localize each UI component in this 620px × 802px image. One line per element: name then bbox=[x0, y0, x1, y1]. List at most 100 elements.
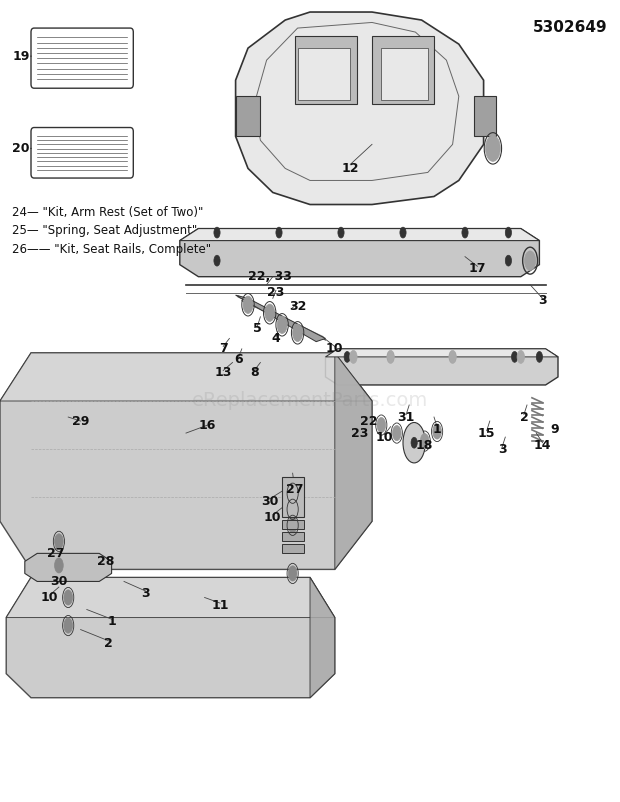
Text: 10: 10 bbox=[41, 591, 58, 604]
Text: 6: 6 bbox=[234, 353, 243, 366]
Text: 10: 10 bbox=[376, 431, 393, 444]
Text: eReplacementParts.com: eReplacementParts.com bbox=[192, 391, 428, 411]
Text: 2: 2 bbox=[520, 411, 528, 423]
Text: 9: 9 bbox=[551, 423, 559, 435]
Ellipse shape bbox=[462, 227, 468, 238]
Ellipse shape bbox=[512, 351, 518, 363]
FancyBboxPatch shape bbox=[31, 128, 133, 178]
Ellipse shape bbox=[392, 426, 401, 440]
Ellipse shape bbox=[536, 351, 542, 363]
Ellipse shape bbox=[344, 351, 350, 363]
Polygon shape bbox=[180, 229, 539, 277]
Text: 10: 10 bbox=[326, 342, 343, 355]
Polygon shape bbox=[294, 36, 356, 104]
Polygon shape bbox=[335, 353, 372, 569]
Text: 8: 8 bbox=[250, 367, 259, 379]
Polygon shape bbox=[282, 477, 304, 517]
Polygon shape bbox=[236, 12, 484, 205]
Text: 4: 4 bbox=[272, 332, 280, 345]
Text: 27: 27 bbox=[286, 483, 303, 496]
Text: 14: 14 bbox=[534, 439, 551, 452]
Text: 29: 29 bbox=[72, 415, 89, 427]
Polygon shape bbox=[180, 229, 539, 241]
Text: 13: 13 bbox=[215, 367, 232, 379]
Text: 31: 31 bbox=[397, 411, 415, 423]
Ellipse shape bbox=[288, 518, 297, 533]
Text: 20: 20 bbox=[12, 142, 30, 155]
Polygon shape bbox=[372, 36, 434, 104]
Text: 12: 12 bbox=[342, 162, 359, 175]
Text: 1: 1 bbox=[433, 423, 441, 435]
Polygon shape bbox=[298, 48, 350, 100]
Ellipse shape bbox=[449, 350, 456, 363]
Ellipse shape bbox=[64, 618, 73, 633]
Text: 7: 7 bbox=[219, 342, 228, 355]
Ellipse shape bbox=[377, 418, 386, 432]
Text: 32: 32 bbox=[289, 300, 306, 313]
Ellipse shape bbox=[517, 350, 525, 363]
Ellipse shape bbox=[288, 486, 297, 500]
Ellipse shape bbox=[276, 227, 282, 238]
Text: 1: 1 bbox=[107, 615, 116, 628]
Text: 11: 11 bbox=[211, 599, 229, 612]
Polygon shape bbox=[25, 553, 112, 581]
Text: 27: 27 bbox=[47, 547, 64, 560]
Text: 22: 22 bbox=[360, 415, 378, 427]
Polygon shape bbox=[6, 577, 335, 698]
Text: 2: 2 bbox=[104, 637, 113, 650]
Polygon shape bbox=[236, 295, 326, 342]
Text: 3: 3 bbox=[498, 443, 507, 456]
Ellipse shape bbox=[420, 434, 429, 448]
Ellipse shape bbox=[505, 255, 511, 266]
Ellipse shape bbox=[387, 350, 394, 363]
Text: 23: 23 bbox=[267, 286, 285, 299]
Ellipse shape bbox=[525, 251, 536, 270]
Polygon shape bbox=[381, 48, 428, 100]
Ellipse shape bbox=[243, 296, 253, 314]
Text: 3: 3 bbox=[538, 294, 547, 307]
Text: 30: 30 bbox=[50, 575, 68, 588]
Text: 10: 10 bbox=[264, 511, 281, 524]
Polygon shape bbox=[0, 353, 372, 401]
Ellipse shape bbox=[288, 566, 297, 581]
Polygon shape bbox=[236, 96, 260, 136]
Text: 3: 3 bbox=[141, 587, 150, 600]
Ellipse shape bbox=[214, 255, 220, 266]
Text: 28: 28 bbox=[97, 555, 114, 568]
Text: 23: 23 bbox=[351, 427, 368, 439]
Text: 25— "Spring, Seat Adjustment": 25— "Spring, Seat Adjustment" bbox=[12, 225, 198, 237]
Ellipse shape bbox=[293, 324, 303, 342]
Text: 22, 33: 22, 33 bbox=[248, 270, 291, 283]
Ellipse shape bbox=[55, 534, 63, 549]
Ellipse shape bbox=[350, 350, 357, 363]
Polygon shape bbox=[282, 544, 304, 553]
Text: 15: 15 bbox=[478, 427, 495, 439]
Text: 30: 30 bbox=[261, 495, 278, 508]
Polygon shape bbox=[282, 532, 304, 541]
Ellipse shape bbox=[388, 351, 394, 363]
Ellipse shape bbox=[505, 227, 511, 238]
Ellipse shape bbox=[64, 590, 73, 605]
Ellipse shape bbox=[433, 424, 441, 439]
Text: 24— "Kit, Arm Rest (Set of Two)": 24— "Kit, Arm Rest (Set of Two)" bbox=[12, 206, 204, 219]
Polygon shape bbox=[326, 349, 558, 357]
Text: 5302649: 5302649 bbox=[533, 20, 608, 35]
Ellipse shape bbox=[214, 227, 220, 238]
Ellipse shape bbox=[265, 304, 275, 322]
Ellipse shape bbox=[55, 558, 63, 573]
Text: 18: 18 bbox=[416, 439, 433, 452]
Ellipse shape bbox=[400, 227, 406, 238]
Text: 19: 19 bbox=[12, 50, 30, 63]
Ellipse shape bbox=[277, 316, 287, 334]
Text: 26—— "Kit, Seat Rails, Complete": 26—— "Kit, Seat Rails, Complete" bbox=[12, 243, 211, 256]
Text: 5: 5 bbox=[253, 322, 262, 335]
Ellipse shape bbox=[403, 423, 425, 463]
Polygon shape bbox=[282, 520, 304, 529]
Ellipse shape bbox=[411, 437, 417, 448]
Polygon shape bbox=[310, 577, 335, 698]
Polygon shape bbox=[0, 353, 372, 569]
Ellipse shape bbox=[450, 351, 456, 363]
Ellipse shape bbox=[338, 227, 344, 238]
Text: 16: 16 bbox=[199, 419, 216, 431]
Ellipse shape bbox=[485, 136, 500, 161]
